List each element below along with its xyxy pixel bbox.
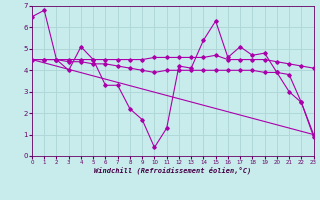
X-axis label: Windchill (Refroidissement éolien,°C): Windchill (Refroidissement éolien,°C)	[94, 167, 252, 174]
